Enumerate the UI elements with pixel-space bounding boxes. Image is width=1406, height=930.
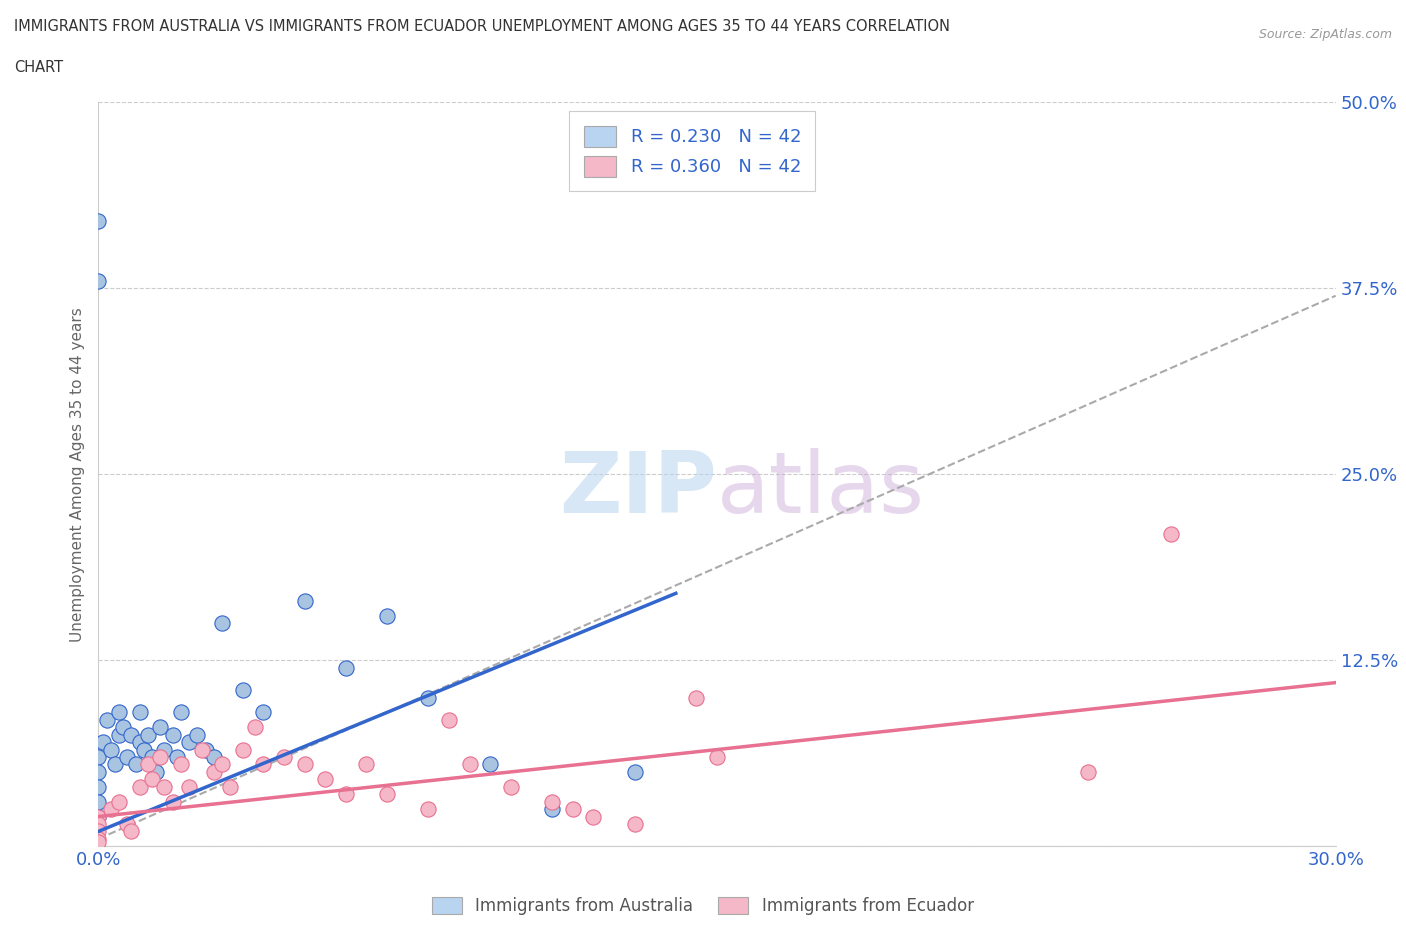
- Point: [104, 757, 127, 772]
- Legend: Immigrants from Australia, Immigrants from Ecuador: Immigrants from Australia, Immigrants fr…: [426, 890, 980, 922]
- Point: [87, 273, 110, 288]
- Point: [87, 794, 110, 809]
- Point: [120, 824, 142, 839]
- Text: CHART: CHART: [14, 60, 63, 75]
- Point: [87, 779, 110, 794]
- Point: [1077, 764, 1099, 779]
- Point: [219, 779, 242, 794]
- Point: [232, 683, 254, 698]
- Point: [232, 742, 254, 757]
- Point: [128, 735, 150, 750]
- Point: [153, 742, 176, 757]
- Point: [162, 794, 184, 809]
- Point: [117, 750, 139, 764]
- Point: [128, 779, 150, 794]
- Point: [128, 705, 150, 720]
- Point: [153, 779, 176, 794]
- Point: [117, 817, 139, 831]
- Point: [87, 834, 110, 849]
- Point: [458, 757, 481, 772]
- Point: [186, 727, 208, 742]
- Point: [87, 750, 110, 764]
- Point: [418, 690, 440, 705]
- Point: [356, 757, 378, 772]
- Text: atlas: atlas: [717, 447, 925, 531]
- Point: [100, 802, 122, 817]
- Point: [190, 742, 212, 757]
- Point: [141, 750, 163, 764]
- Point: [437, 712, 460, 727]
- Point: [335, 787, 357, 802]
- Point: [108, 794, 131, 809]
- Point: [96, 712, 118, 727]
- Point: [166, 750, 188, 764]
- Point: [375, 787, 398, 802]
- Point: [145, 764, 167, 779]
- Point: [211, 757, 233, 772]
- Point: [120, 727, 142, 742]
- Point: [294, 593, 316, 608]
- Point: [479, 757, 502, 772]
- Point: [623, 764, 645, 779]
- Point: [211, 616, 233, 631]
- Point: [87, 809, 110, 824]
- Point: [623, 817, 645, 831]
- Point: [108, 727, 131, 742]
- Point: [179, 735, 201, 750]
- Point: [252, 757, 274, 772]
- Point: [335, 660, 357, 675]
- Point: [243, 720, 266, 735]
- Point: [375, 608, 398, 623]
- Point: [541, 802, 564, 817]
- Point: [170, 705, 193, 720]
- Point: [124, 757, 146, 772]
- Text: Source: ZipAtlas.com: Source: ZipAtlas.com: [1258, 28, 1392, 41]
- Point: [100, 742, 122, 757]
- Point: [1160, 526, 1182, 541]
- Point: [87, 809, 110, 824]
- Point: [87, 824, 110, 839]
- Point: [136, 727, 159, 742]
- Point: [202, 764, 225, 779]
- Point: [252, 705, 274, 720]
- Point: [108, 705, 131, 720]
- Text: ZIP: ZIP: [560, 447, 717, 531]
- Point: [541, 794, 564, 809]
- Point: [706, 750, 728, 764]
- Point: [294, 757, 316, 772]
- Point: [179, 779, 201, 794]
- Point: [149, 720, 172, 735]
- Point: [87, 817, 110, 831]
- Legend: R = 0.230   N = 42, R = 0.360   N = 42: R = 0.230 N = 42, R = 0.360 N = 42: [569, 112, 815, 191]
- Point: [162, 727, 184, 742]
- Point: [87, 764, 110, 779]
- Point: [136, 757, 159, 772]
- Point: [202, 750, 225, 764]
- Point: [87, 214, 110, 229]
- Point: [91, 735, 114, 750]
- Point: [194, 742, 217, 757]
- Text: IMMIGRANTS FROM AUSTRALIA VS IMMIGRANTS FROM ECUADOR UNEMPLOYMENT AMONG AGES 35 : IMMIGRANTS FROM AUSTRALIA VS IMMIGRANTS …: [14, 19, 950, 33]
- Y-axis label: Unemployment Among Ages 35 to 44 years: Unemployment Among Ages 35 to 44 years: [69, 307, 84, 642]
- Point: [87, 831, 110, 846]
- Point: [418, 802, 440, 817]
- Point: [273, 750, 295, 764]
- Point: [141, 772, 163, 787]
- Point: [314, 772, 336, 787]
- Point: [149, 750, 172, 764]
- Point: [561, 802, 583, 817]
- Point: [132, 742, 155, 757]
- Point: [499, 779, 522, 794]
- Point: [582, 809, 605, 824]
- Point: [112, 720, 135, 735]
- Point: [685, 690, 707, 705]
- Point: [170, 757, 193, 772]
